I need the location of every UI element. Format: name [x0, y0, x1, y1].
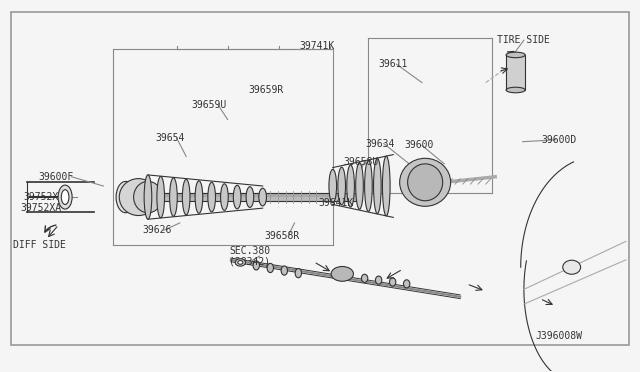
Ellipse shape: [383, 156, 390, 216]
Ellipse shape: [208, 182, 216, 212]
Ellipse shape: [119, 179, 157, 215]
Ellipse shape: [182, 179, 190, 215]
Text: 39641K: 39641K: [318, 198, 353, 208]
Ellipse shape: [246, 187, 253, 208]
Ellipse shape: [144, 175, 152, 219]
Ellipse shape: [362, 274, 368, 282]
Ellipse shape: [408, 162, 430, 203]
Text: 39634: 39634: [366, 138, 396, 148]
Text: J396008W: J396008W: [536, 331, 582, 340]
Text: 39752XA: 39752XA: [20, 203, 61, 213]
Ellipse shape: [58, 185, 72, 209]
Text: 39600: 39600: [404, 140, 433, 150]
Ellipse shape: [506, 52, 525, 58]
Text: 39654: 39654: [156, 133, 185, 143]
Ellipse shape: [238, 260, 243, 264]
Bar: [506, 55, 525, 90]
Ellipse shape: [356, 163, 364, 209]
Text: 39626: 39626: [143, 225, 172, 235]
Ellipse shape: [234, 185, 241, 209]
Ellipse shape: [195, 181, 203, 213]
Ellipse shape: [221, 184, 228, 211]
Text: DIFF SIDE: DIFF SIDE: [13, 240, 66, 250]
Ellipse shape: [253, 261, 259, 270]
Text: 39659U: 39659U: [191, 100, 226, 110]
Ellipse shape: [399, 158, 451, 206]
Ellipse shape: [157, 176, 164, 218]
Ellipse shape: [408, 164, 443, 201]
Text: 39600F: 39600F: [38, 172, 73, 182]
Ellipse shape: [374, 158, 381, 214]
Ellipse shape: [170, 178, 177, 216]
Text: 39752X: 39752X: [23, 192, 58, 202]
Ellipse shape: [134, 182, 163, 213]
Text: 39741K: 39741K: [299, 41, 335, 51]
Text: SEC.380: SEC.380: [229, 246, 271, 256]
Ellipse shape: [563, 260, 580, 274]
Ellipse shape: [331, 266, 353, 281]
Ellipse shape: [116, 182, 135, 213]
Ellipse shape: [376, 276, 382, 284]
Ellipse shape: [295, 269, 301, 278]
Ellipse shape: [236, 259, 246, 266]
Ellipse shape: [365, 161, 372, 211]
Ellipse shape: [329, 169, 337, 203]
Ellipse shape: [390, 278, 396, 286]
Ellipse shape: [259, 188, 266, 206]
Text: 39658R: 39658R: [264, 231, 300, 241]
Ellipse shape: [61, 190, 69, 205]
Ellipse shape: [281, 266, 287, 275]
Text: TIRE SIDE: TIRE SIDE: [497, 35, 550, 45]
Text: 39611: 39611: [379, 59, 408, 69]
Text: 39658U: 39658U: [344, 157, 379, 167]
Ellipse shape: [267, 263, 273, 273]
Text: (38342): (38342): [229, 257, 271, 267]
Ellipse shape: [506, 87, 525, 93]
Ellipse shape: [347, 165, 355, 207]
Text: 39659R: 39659R: [248, 85, 284, 95]
Ellipse shape: [338, 167, 346, 205]
Text: 39600D: 39600D: [541, 135, 577, 145]
Ellipse shape: [403, 280, 410, 288]
